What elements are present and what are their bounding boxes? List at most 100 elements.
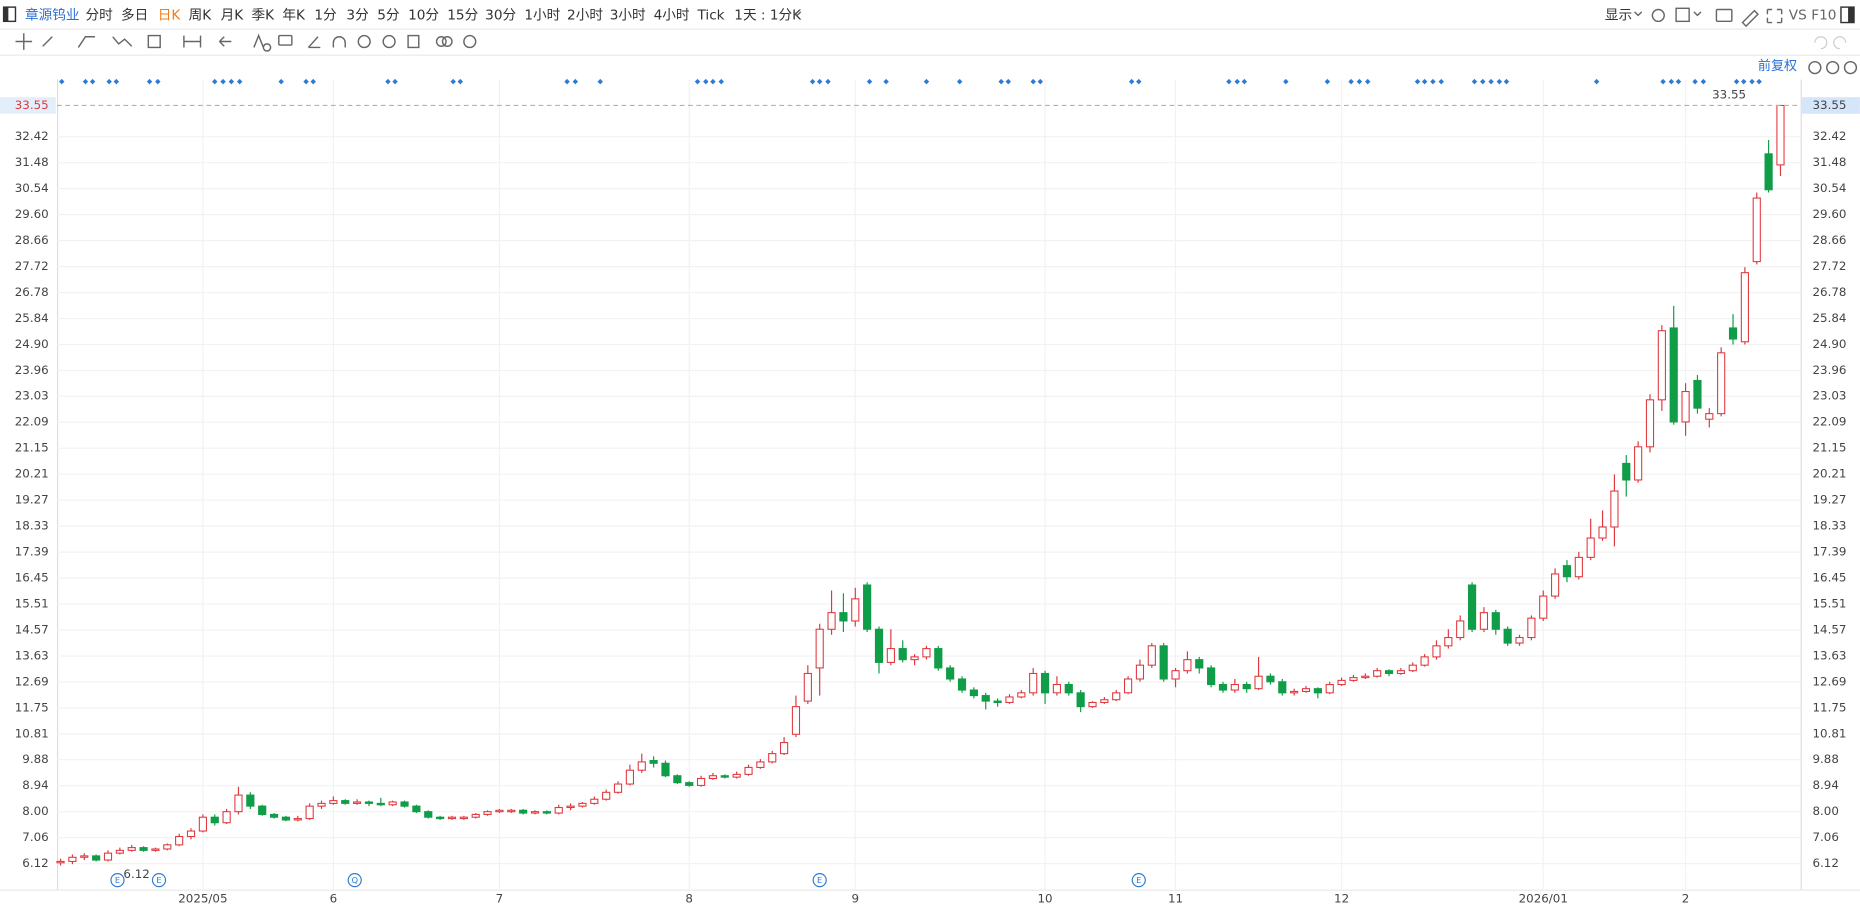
signal-marker [1414, 78, 1421, 85]
period-tab[interactable]: 日K [158, 7, 182, 23]
period-tab[interactable]: 15分 [447, 7, 478, 23]
layout-icon[interactable] [1675, 7, 1690, 23]
arrow-tool[interactable] [218, 36, 232, 47]
magnet-tool[interactable] [332, 36, 346, 48]
period-tab[interactable]: 2小时 [567, 7, 603, 23]
signal-marker [923, 78, 930, 85]
candle-body [471, 813, 480, 818]
period-tab[interactable]: 年K [282, 7, 306, 23]
period-tab[interactable]: 分时 [85, 7, 113, 23]
delete-tool[interactable] [407, 34, 420, 49]
candle-body [1622, 462, 1631, 481]
signal-marker [228, 78, 235, 85]
lock-tool[interactable] [382, 34, 396, 49]
candle-body [720, 775, 729, 778]
x-tick-label: 12 [1334, 892, 1349, 906]
signal-marker [1356, 78, 1363, 85]
event-icon[interactable] [812, 873, 827, 888]
adjust-mode[interactable]: 前复权 [1758, 58, 1797, 74]
candle-body [530, 811, 540, 814]
fullscreen-icon[interactable] [1766, 8, 1783, 24]
y-tick-label-right: 15.51 [1812, 597, 1846, 611]
signal-marker [1668, 78, 1675, 85]
line-tool[interactable] [42, 36, 53, 47]
y-tick-label: 9.88 [22, 752, 48, 766]
x-tick-label: 7 [496, 892, 504, 906]
measure-tool[interactable] [147, 34, 161, 49]
signal-marker [303, 78, 309, 85]
angle-tool[interactable] [307, 36, 321, 49]
y-tick-label: 11.75 [15, 701, 49, 715]
candle-body [1515, 637, 1524, 644]
f10-button[interactable]: F10 [1811, 7, 1836, 23]
candle-body [163, 844, 172, 850]
signal-marker [1005, 78, 1012, 85]
candle-body [1717, 352, 1726, 415]
period-tab[interactable]: 1小时 [524, 7, 560, 23]
candle-body [1776, 104, 1785, 166]
candle-body [708, 775, 718, 780]
signal-marker [1740, 78, 1747, 85]
period-tab[interactable]: 季K [252, 7, 276, 23]
period-tab[interactable]: 多日 [121, 6, 148, 23]
draw-settings[interactable] [463, 34, 477, 49]
period-tab[interactable]: 4小时 [654, 7, 690, 23]
move-tool[interactable] [15, 33, 33, 50]
period-tab[interactable]: 1分 [314, 7, 337, 23]
period-tab[interactable]: 3小时 [610, 7, 646, 23]
signal-marker [310, 78, 316, 85]
channel-tool[interactable] [77, 36, 95, 48]
y-tick-label: 29.60 [15, 207, 49, 221]
period-tab[interactable]: 10分 [408, 7, 439, 23]
period-setting[interactable]: 1天 : 1分K [734, 7, 802, 23]
range-tool[interactable] [183, 35, 202, 48]
settings-icon[interactable] [1651, 8, 1665, 23]
edit-icon[interactable] [1741, 9, 1759, 28]
y-tick-label-right: 9.88 [1812, 752, 1838, 766]
candle-body [222, 811, 231, 824]
toolbar: 章源钨业 1天 : 1分K 显示 VS F10 [0, 6, 1860, 30]
candle-body [637, 761, 646, 771]
signal-marker [1488, 78, 1494, 85]
period-tab[interactable]: 30分 [485, 7, 516, 23]
candle-body [1325, 683, 1334, 694]
period-tab[interactable]: Tick [697, 7, 725, 23]
candle-body [293, 818, 302, 821]
candle-body [1456, 620, 1465, 639]
signal-marker [1430, 78, 1436, 85]
vs-button[interactable]: VS [1789, 7, 1807, 23]
price-label-bg-left [0, 97, 56, 114]
stock-name[interactable]: 章源钨业 [25, 6, 80, 23]
period-tab[interactable]: 3分 [346, 7, 369, 23]
event-icon[interactable] [110, 873, 125, 888]
text-tool[interactable] [253, 33, 272, 52]
zoom-out[interactable] [1826, 60, 1840, 75]
zoom-in[interactable] [1843, 60, 1858, 75]
note-tool[interactable] [278, 34, 293, 46]
y-tick-label-right: 21.15 [1812, 441, 1846, 455]
undo-redo[interactable] [1814, 36, 1847, 50]
display-menu[interactable]: 显示 [1605, 7, 1632, 23]
signal-marker [236, 78, 243, 85]
price-label-right: 33.55 [1812, 98, 1846, 112]
reset-zoom[interactable] [1808, 60, 1822, 75]
y-tick-label-right: 19.27 [1812, 493, 1846, 507]
event-icon[interactable] [1131, 873, 1146, 888]
candle-body [1313, 688, 1322, 694]
candle-body [910, 656, 919, 661]
candle-body [946, 667, 955, 680]
camera-icon[interactable] [1715, 8, 1733, 23]
period-tab[interactable]: 周K [189, 7, 213, 23]
candle-body [364, 801, 374, 804]
candle-body [175, 836, 184, 846]
event-icon[interactable] [347, 873, 362, 888]
compare-tool[interactable] [435, 36, 447, 47]
signal-marker [89, 78, 96, 85]
event-icon[interactable] [151, 873, 167, 888]
hide-tool[interactable] [357, 34, 371, 49]
period-tab[interactable]: 5分 [377, 7, 400, 23]
period-tab[interactable]: 月K [221, 7, 245, 23]
candle-body [1373, 670, 1382, 677]
candle-body [1764, 153, 1773, 191]
wave-tool[interactable] [112, 36, 133, 47]
